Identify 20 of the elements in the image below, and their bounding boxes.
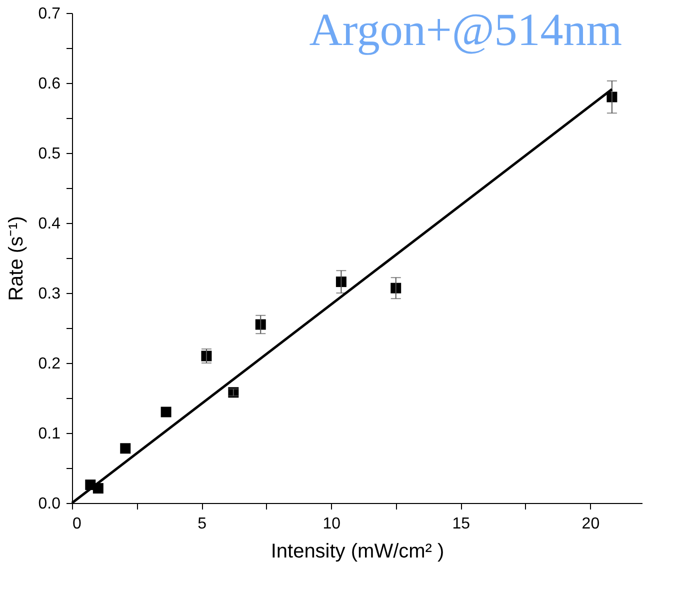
point (390, 282, 402, 294)
x-tick-label: 10 (322, 516, 341, 532)
point (120, 443, 131, 454)
y-tick-label: 0.3 (38, 286, 61, 302)
y-tick-label: 0.7 (38, 6, 61, 22)
chart-title: Argon+@514nm (309, 4, 622, 55)
y-tick-label: 0.4 (38, 216, 61, 232)
y-tick-label: 0.5 (38, 146, 61, 162)
y-tick-label: 0.2 (38, 356, 61, 372)
x-tick-label: 20 (582, 516, 600, 532)
y-tick-label: 0.1 (38, 426, 61, 442)
point (160, 406, 172, 418)
x-axis-title: Intensity (mW/cm² ) (270, 540, 444, 562)
y-tick-label: 0.0 (38, 496, 61, 512)
y-axis-title: Rate (s⁻¹) (5, 216, 28, 301)
point (336, 276, 346, 288)
x-tick-label: 0 (72, 516, 82, 532)
x-tick-label: 15 (452, 516, 470, 532)
x-tick-label: 5 (198, 516, 207, 532)
y-tick-label: 0.6 (38, 76, 61, 92)
